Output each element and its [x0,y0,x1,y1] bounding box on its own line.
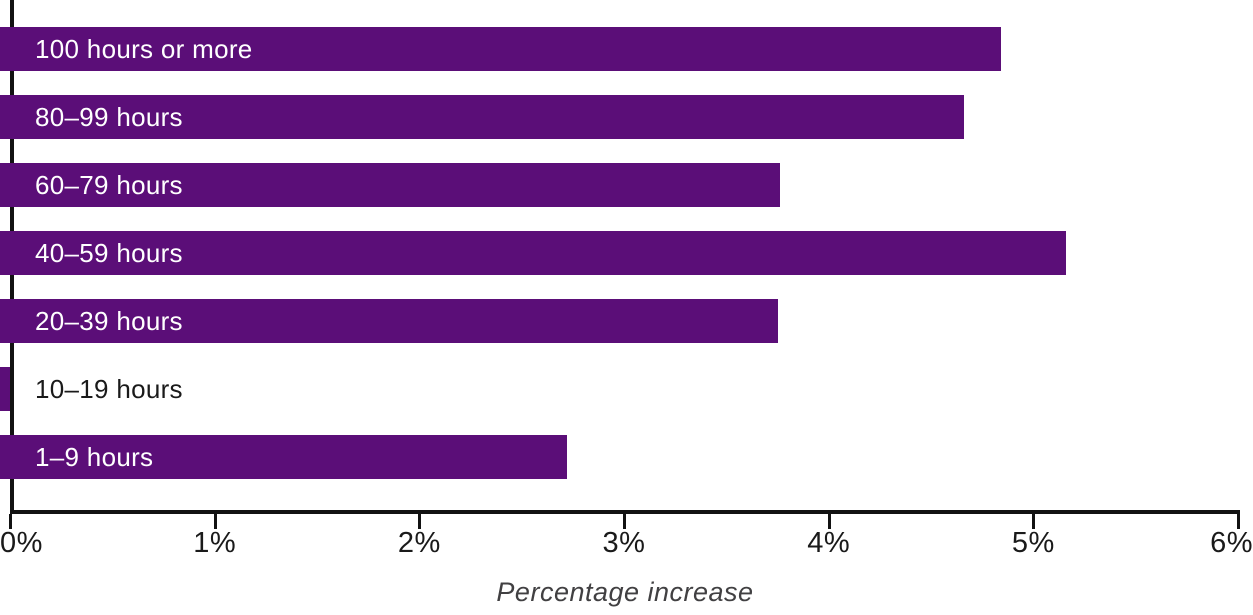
bar [0,435,567,479]
bar-category-label: 20–39 hours [35,306,183,336]
x-axis-tick-label: 5% [1011,527,1055,559]
x-axis-title: Percentage increase [496,577,754,607]
x-axis-tick-mark [1032,514,1036,529]
x-axis-tick-label: 4% [807,527,851,559]
x-axis-tick-label: 3% [602,527,646,559]
x-axis-tick-mark [418,514,422,529]
x-axis-tick-label: 1% [193,527,237,559]
bar-category-label: 40–59 hours [35,238,183,268]
bar [0,163,780,207]
x-axis-tick-label: 6% [1210,527,1253,559]
x-axis-tick-mark [213,514,217,529]
x-axis-line [10,510,1240,514]
bar-category-label: 80–99 hours [35,102,183,132]
x-axis-tick-label: 2% [397,527,441,559]
bar [0,299,778,343]
bar-category-label: 10–19 hours [35,374,183,404]
bar [0,367,10,411]
bar-category-label: 1–9 hours [35,442,154,472]
bar [0,231,1067,275]
bar-category-label: 100 hours or more [35,34,253,64]
x-axis-tick-mark [827,514,831,529]
x-axis-tick-mark [9,514,12,529]
bar [0,95,964,139]
x-axis-tick-mark [1237,514,1241,529]
bar [0,27,1001,71]
x-axis-tick-mark [623,514,626,529]
x-axis-tick-label: 0% [0,527,43,559]
bar-category-label: 60–79 hours [35,170,183,200]
